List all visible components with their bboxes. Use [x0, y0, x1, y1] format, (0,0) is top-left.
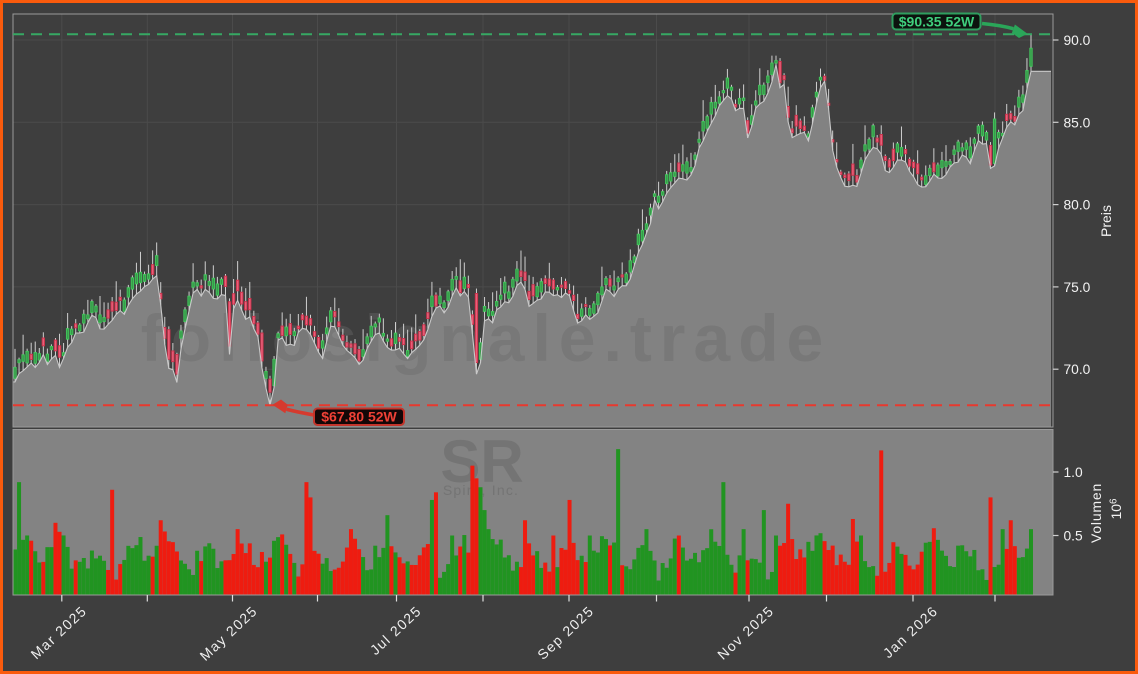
svg-text:foliosignale.trade: foliosignale.trade [141, 301, 831, 375]
svg-text:70.0: 70.0 [1064, 362, 1091, 377]
svg-text:90.0: 90.0 [1064, 33, 1091, 48]
svg-text:75.0: 75.0 [1064, 280, 1091, 295]
svg-text:SR: SR [440, 428, 523, 495]
svg-text:1.0: 1.0 [1064, 465, 1084, 480]
svg-text:$90.35 52W: $90.35 52W [899, 13, 975, 29]
svg-text:85.0: 85.0 [1064, 115, 1091, 130]
svg-text:0.5: 0.5 [1064, 529, 1084, 544]
svg-text:Preis: Preis [1098, 205, 1114, 237]
svg-text:$67.80 52W: $67.80 52W [321, 408, 397, 424]
svg-text:Volumen: Volumen [1088, 483, 1104, 543]
svg-text:80.0: 80.0 [1064, 198, 1091, 213]
